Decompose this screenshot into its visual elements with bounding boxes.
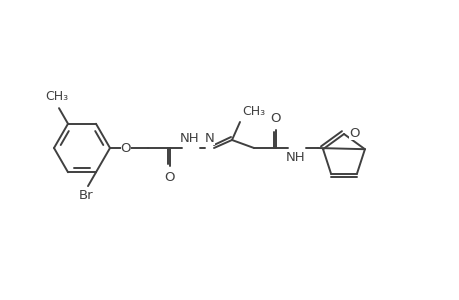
Text: CH₃: CH₃ <box>45 90 68 103</box>
Text: O: O <box>164 171 175 184</box>
Text: NH: NH <box>285 151 305 164</box>
Text: O: O <box>120 142 131 154</box>
Text: CH₃: CH₃ <box>241 105 264 118</box>
Text: Br: Br <box>78 189 93 202</box>
Text: O: O <box>270 112 280 125</box>
Text: NH: NH <box>180 132 199 145</box>
Text: O: O <box>348 127 359 140</box>
Text: N: N <box>205 132 214 145</box>
